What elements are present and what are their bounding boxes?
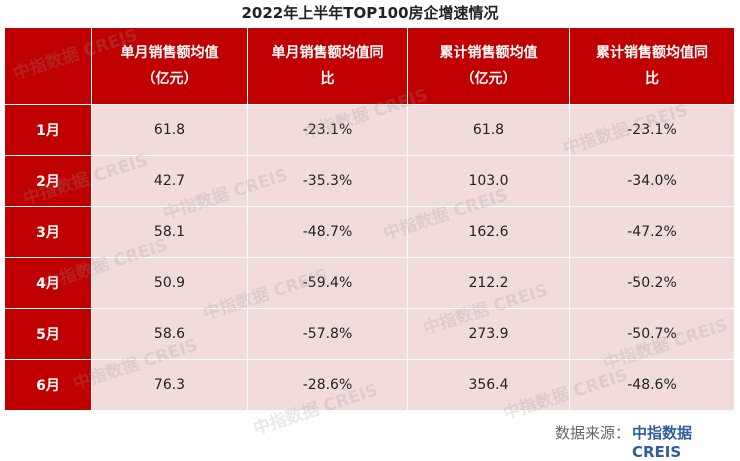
table-cell: 50.9 bbox=[92, 258, 248, 309]
table-cell: -57.8% bbox=[248, 309, 408, 360]
header-cell: 单月销售额均值同比 bbox=[248, 28, 408, 105]
table-cell: -34.0% bbox=[570, 156, 735, 207]
table-cell: -23.1% bbox=[248, 105, 408, 156]
table-cell: 162.6 bbox=[408, 207, 570, 258]
table-cell: -28.6% bbox=[248, 360, 408, 411]
source-name: 中指数据CREIS bbox=[632, 424, 693, 461]
title: 2022年上半年TOP100房企增速情况 bbox=[241, 4, 499, 22]
row-label: 1月 bbox=[5, 105, 92, 156]
table-cell: -23.1% bbox=[570, 105, 735, 156]
table-cell: -59.4% bbox=[248, 258, 408, 309]
table-cell: 103.0 bbox=[408, 156, 570, 207]
header-cell: 单月销售额均值（亿元） bbox=[92, 28, 248, 105]
row-label: 5月 bbox=[5, 309, 92, 360]
row-label: 3月 bbox=[5, 207, 92, 258]
table-cell: 61.8 bbox=[92, 105, 248, 156]
table-cell: 356.4 bbox=[408, 360, 570, 411]
table-cell: 76.3 bbox=[92, 360, 248, 411]
table-cell: 273.9 bbox=[408, 309, 570, 360]
row-label: 6月 bbox=[5, 360, 92, 411]
row-label: 2月 bbox=[5, 156, 92, 207]
source-label: 数据来源： bbox=[554, 424, 630, 442]
page: 2022年上半年TOP100房企增速情况 数据来源： 中指数据CREIS 单月销… bbox=[5, 4, 735, 461]
table-cell: -47.2% bbox=[570, 207, 735, 258]
header-cell: 累计销售额均值同比 bbox=[570, 28, 735, 105]
table-cell: 42.7 bbox=[92, 156, 248, 207]
table-cell: -35.3% bbox=[248, 156, 408, 207]
table-cell: -50.7% bbox=[570, 309, 735, 360]
table-cell: 58.1 bbox=[92, 207, 248, 258]
row-label: 4月 bbox=[5, 258, 92, 309]
table-cell: 58.6 bbox=[92, 309, 248, 360]
header-corner bbox=[5, 28, 92, 105]
table-cell: -48.6% bbox=[570, 360, 735, 411]
table-cell: -48.7% bbox=[248, 207, 408, 258]
table-cell: 61.8 bbox=[408, 105, 570, 156]
table-cell: -50.2% bbox=[570, 258, 735, 309]
header-cell: 累计销售额均值（亿元） bbox=[408, 28, 570, 105]
table-cell: 212.2 bbox=[408, 258, 570, 309]
